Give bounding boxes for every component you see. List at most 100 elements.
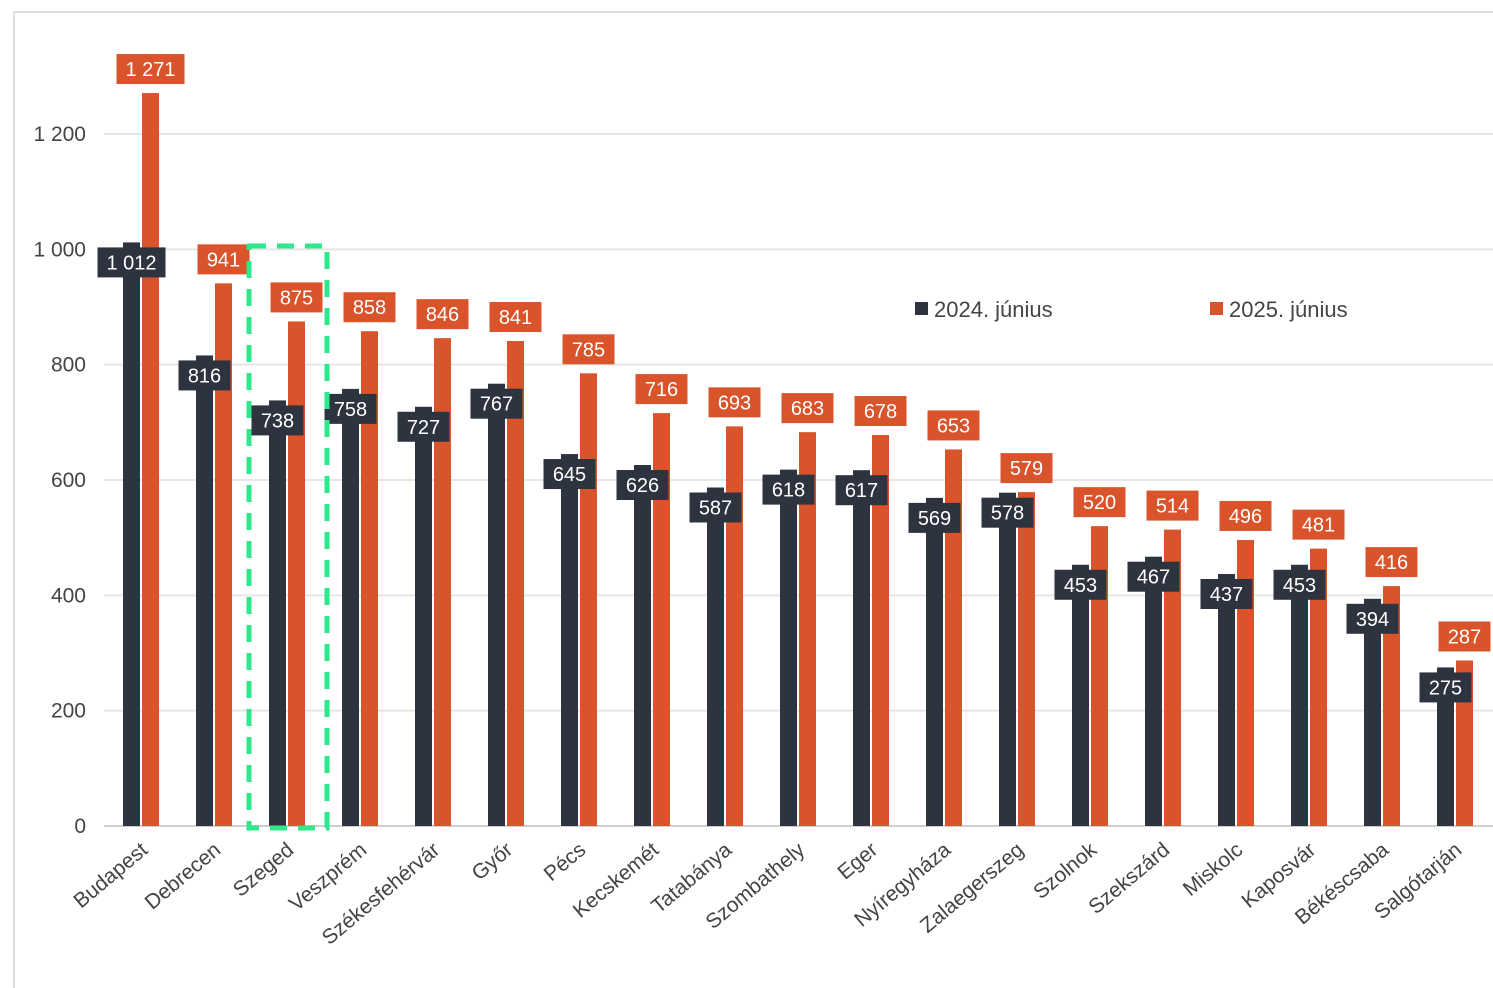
bar-2024-miskolc — [1218, 573, 1235, 826]
data-label-2025-budapest: 1 271 — [116, 54, 185, 85]
bar-2024-szolnok — [1072, 564, 1089, 826]
data-label-2025-zalaegerszeg-box — [1000, 453, 1053, 484]
data-label-2024-gyor: 767 — [470, 388, 523, 419]
data-label-2025-szolnok: 520 — [1073, 487, 1126, 518]
data-label-2024-pecs-box — [543, 459, 596, 490]
bar-2025-kecskemet — [653, 413, 670, 826]
data-label-2025-pecs-box — [562, 334, 615, 365]
bar-2024-debrecen — [196, 355, 213, 826]
bar-2025-szekszard — [1164, 529, 1181, 826]
bar-2024-nyiregyhaza — [926, 497, 943, 826]
bar-2025-bekescsaba — [1383, 586, 1400, 826]
data-label-2024-debrecen-box — [178, 360, 231, 391]
bar-2024-budapest — [123, 242, 140, 826]
data-label-2025-nyiregyhaza-text: 653 — [937, 415, 970, 437]
y-tick-label: 400 — [51, 584, 86, 607]
data-label-2024-kaposvar: 453 — [1273, 569, 1326, 600]
data-label-2025-szekszard-text: 514 — [1156, 496, 1189, 518]
data-label-2024-eger-text: 617 — [845, 480, 878, 502]
data-label-2025-pecs: 785 — [562, 334, 615, 365]
y-tick-label: 1 000 — [33, 238, 86, 261]
data-label-2025-veszprem-text: 858 — [353, 297, 386, 319]
data-label-2025-nyiregyhaza-box — [927, 410, 980, 441]
data-label-2025-salgotarjan-box — [1438, 621, 1491, 652]
data-label-2024-szekesfehervar-text: 727 — [407, 417, 440, 439]
data-label-2025-szeged-text: 875 — [280, 287, 313, 309]
legend-item: 2024. június — [915, 297, 1053, 322]
data-label-2025-miskolc: 496 — [1219, 500, 1272, 531]
bar-2024-eger — [853, 470, 870, 826]
data-label-2024-kaposvar-box — [1273, 569, 1326, 600]
bar-2024-szekszard — [1145, 556, 1162, 826]
y-axis: 0 200 400 600 800 1 000 1 200 — [33, 123, 86, 838]
data-label-2025-bekescsaba: 416 — [1365, 547, 1418, 578]
data-label-2024-pecs-text: 645 — [553, 464, 586, 486]
data-label-2024-salgotarjan: 275 — [1419, 672, 1472, 703]
data-label-2025-gyor: 841 — [489, 302, 542, 333]
data-label-2025-gyor-text: 841 — [499, 307, 532, 329]
data-label-2025-tatabanya-text: 693 — [718, 392, 751, 414]
data-label-2024-tatabanya-box — [689, 492, 742, 523]
data-label-2024-debrecen: 816 — [178, 360, 231, 391]
x-tick-label: Szeged — [229, 838, 298, 901]
data-label-2025-eger: 678 — [854, 396, 907, 427]
x-tick-label: Debrecen — [141, 838, 226, 914]
bar-2025-szolnok — [1091, 526, 1108, 826]
bar-2025-miskolc — [1237, 539, 1254, 826]
bar-2025-szombathely — [799, 432, 816, 826]
data-label-2024-debrecen-text: 816 — [188, 365, 221, 387]
x-tick-label: Győr — [468, 838, 518, 885]
data-label-2025-kaposvar-box — [1292, 509, 1345, 540]
data-label-2025-kecskemet-text: 716 — [645, 379, 678, 401]
data-label-2024-zalaegerszeg-box — [981, 497, 1034, 528]
data-label-2024-veszprem-text: 758 — [334, 399, 367, 421]
data-label-2025-kecskemet-box — [635, 374, 688, 405]
data-label-2024-kaposvar-text: 453 — [1283, 575, 1316, 597]
data-label-2024-salgotarjan-text: 275 — [1429, 677, 1462, 699]
data-label-2024-szombathely: 618 — [762, 474, 815, 505]
x-tick-label: Szekszárd — [1084, 838, 1174, 919]
bar-2025-gyor — [507, 341, 524, 826]
x-tick-label: Budapest — [69, 838, 152, 913]
data-label-2025-tatabanya-box — [708, 387, 761, 418]
data-label-2025-bekescsaba-box — [1365, 547, 1418, 578]
legend-swatch — [1210, 302, 1223, 315]
bar-2025-veszprem — [361, 331, 378, 826]
data-label-2024-veszprem-box — [324, 393, 377, 424]
bar-2024-salgotarjan — [1437, 667, 1454, 826]
data-label-2025-kecskemet: 716 — [635, 374, 688, 405]
data-label-2025-szombathely-text: 683 — [791, 398, 824, 420]
data-label-2024-szekesfehervar-box — [397, 411, 450, 442]
data-label-2024-szekszard-text: 467 — [1137, 567, 1170, 589]
data-label-2025-szekesfehervar: 846 — [416, 299, 469, 330]
legend-label: 2024. június — [934, 297, 1053, 322]
bar-2025-nyiregyhaza — [945, 449, 962, 826]
bar-2024-kaposvar — [1291, 564, 1308, 826]
data-label-2024-zalaegerszeg-text: 578 — [991, 503, 1024, 525]
y-tick-label: 200 — [51, 700, 86, 723]
y-tick-label: 0 — [74, 815, 86, 838]
x-tick-label: Szolnok — [1029, 838, 1101, 904]
data-label-2025-eger-text: 678 — [864, 401, 897, 423]
data-label-2024-tatabanya-text: 587 — [699, 497, 732, 519]
data-label-2024-gyor-text: 767 — [480, 394, 513, 416]
x-tick-label: Pécs — [540, 838, 591, 886]
data-label-2025-szekesfehervar-text: 846 — [426, 304, 459, 326]
bar-2024-szeged — [269, 400, 286, 826]
bar-2025-budapest — [142, 93, 159, 827]
data-label-2024-miskolc-box — [1200, 578, 1253, 609]
bar-2025-pecs — [580, 373, 597, 826]
data-label-2024-bekescsaba-box — [1346, 603, 1399, 634]
data-label-2025-budapest-text: 1 271 — [125, 59, 175, 81]
legend-item: 2025. június — [1210, 297, 1348, 322]
data-label-2024-zalaegerszeg: 578 — [981, 497, 1034, 528]
data-label-2025-budapest-box — [116, 54, 185, 85]
data-label-2025-szekesfehervar-box — [416, 299, 469, 330]
legend-swatch — [915, 302, 928, 315]
data-label-2024-kecskemet-box — [616, 470, 669, 501]
data-label-2025-nyiregyhaza: 653 — [927, 410, 980, 441]
data-label-2025-zalaegerszeg-text: 579 — [1010, 458, 1043, 480]
data-label-2025-debrecen: 941 — [197, 244, 250, 275]
